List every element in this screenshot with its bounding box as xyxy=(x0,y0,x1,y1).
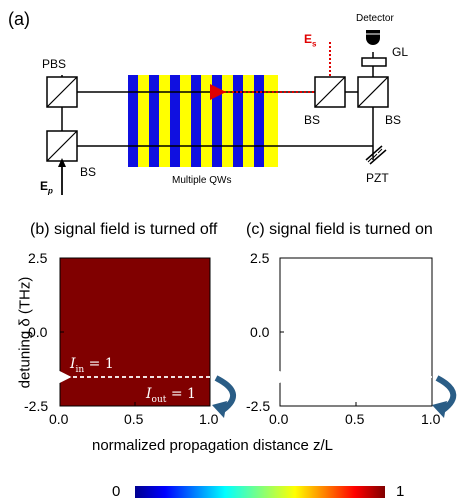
pbs-cube xyxy=(46,76,78,108)
qw-label: Multiple QWs xyxy=(172,175,232,186)
xtick-c-0: 0.0 xyxy=(269,411,289,427)
bs-right-label: BS xyxy=(385,113,402,127)
panel-c-title: (c) signal field is turned on xyxy=(246,221,433,238)
bs-left-cube xyxy=(46,130,78,162)
xtick-c-1: 0.5 xyxy=(345,411,365,427)
xtick-c-2: 1.0 xyxy=(421,411,441,427)
ytick-c-mid: 0.0 xyxy=(250,324,270,340)
ytick-b-top: 2.5 xyxy=(28,250,48,266)
ep-label: Ep xyxy=(40,179,53,196)
ytick-c-bot: -2.5 xyxy=(246,398,271,414)
multiple-qws xyxy=(128,75,278,167)
es-label: Es xyxy=(304,32,317,49)
ytick-c-top: 2.5 xyxy=(250,250,270,266)
curved-arrow-c xyxy=(432,375,457,418)
curved-arrow-b xyxy=(212,375,236,418)
heatmap-b xyxy=(59,257,211,407)
ytick-b-bot: -2.5 xyxy=(24,398,49,414)
detector-label: Detector xyxy=(356,13,394,24)
bs-middle-cube xyxy=(314,76,346,108)
detector-icon xyxy=(366,30,380,45)
iout-label-b: Iout = 1 xyxy=(146,386,196,405)
pbs-label: PBS xyxy=(42,57,67,71)
heatmap-c xyxy=(275,258,463,406)
bs-right-cube xyxy=(357,76,389,108)
pzt-mirror-icon xyxy=(365,145,387,165)
gl-label: GL xyxy=(392,45,409,59)
iin-label-c: Iin = 1 xyxy=(290,356,334,375)
bs-middle-label: BS xyxy=(304,113,321,127)
bs-left-label: BS xyxy=(80,165,97,179)
panel-b-title: (b) signal field is turned off xyxy=(30,221,218,238)
colorbar xyxy=(135,486,385,498)
panel-a-label: (a) xyxy=(8,9,30,29)
xtick-b-1: 0.5 xyxy=(124,411,144,427)
ep-arrowhead xyxy=(58,158,66,167)
xtick-b-0: 0.0 xyxy=(49,411,69,427)
schematic xyxy=(46,30,389,195)
xtick-b-2: 1.0 xyxy=(199,411,219,427)
x-axis-label: normalized propagation distance z/L xyxy=(92,437,333,454)
ytick-b-mid: 0.0 xyxy=(28,324,48,340)
iin-label-b: Iin = 1 xyxy=(70,356,114,375)
pzt-label: PZT xyxy=(366,171,389,185)
colorbar-max-label: 1 xyxy=(396,483,405,500)
colorbar-min-label: 0 xyxy=(112,483,121,500)
axis-ticks xyxy=(60,257,357,407)
iout-label-c: Iout = 0 xyxy=(366,386,416,405)
gl-polarizer xyxy=(361,57,387,67)
